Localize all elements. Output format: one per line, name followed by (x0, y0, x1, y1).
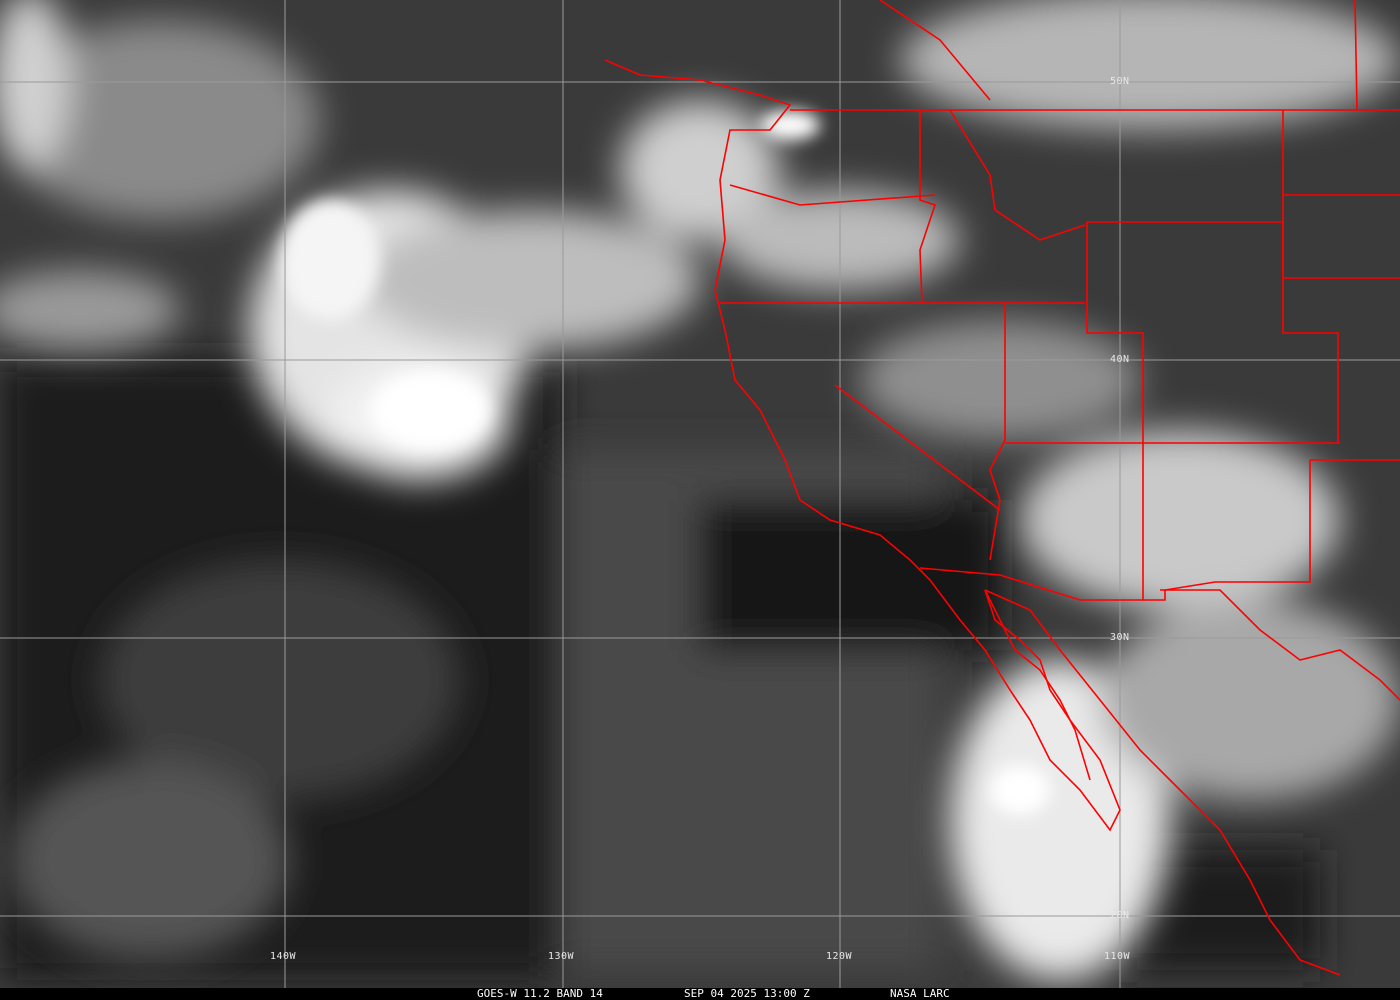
ut-co-border (1086, 222, 1144, 443)
wa-or-border (729, 184, 936, 206)
wy-border (1087, 221, 1339, 443)
id-mt-border (949, 109, 1086, 241)
lon-label-120w: 120W (826, 951, 853, 962)
coastline-west (604, 59, 1121, 832)
political-borders (604, 0, 1400, 976)
nm-tx-border (919, 459, 1400, 601)
lon-label-110w: 110W (1104, 951, 1131, 962)
mt-wy-border (1282, 110, 1400, 279)
coastline-mexico-mainland (984, 589, 1341, 976)
caption-datetime: SEP 04 2025 13:00 Z (684, 987, 810, 1000)
baja-gulf-coast (984, 589, 1091, 781)
lat-label-50n: 50N (1110, 76, 1130, 87)
lon-label-140w: 140W (270, 951, 297, 962)
lat-label-20n: 20N (1110, 910, 1130, 921)
caption-bar: GOES-W 11.2 BAND 14 SEP 04 2025 13:00 Z … (0, 988, 1400, 1000)
lon-label-130w: 130W (548, 951, 575, 962)
lat-label-40n: 40N (1110, 354, 1130, 365)
id-west-border (919, 110, 937, 304)
bc-border (1354, 0, 1358, 111)
coastline-gulf (1160, 589, 1400, 701)
caption-satellite: GOES-W 11.2 BAND 14 (477, 987, 603, 1000)
caption-source: NASA LARC (890, 987, 950, 1000)
lat-label-30n: 30N (1110, 632, 1130, 643)
canada-border-north (879, 0, 991, 101)
ca-diagonal (834, 384, 1001, 511)
ca-nv-border (989, 303, 1006, 561)
cloud-highlights (280, 110, 1050, 815)
